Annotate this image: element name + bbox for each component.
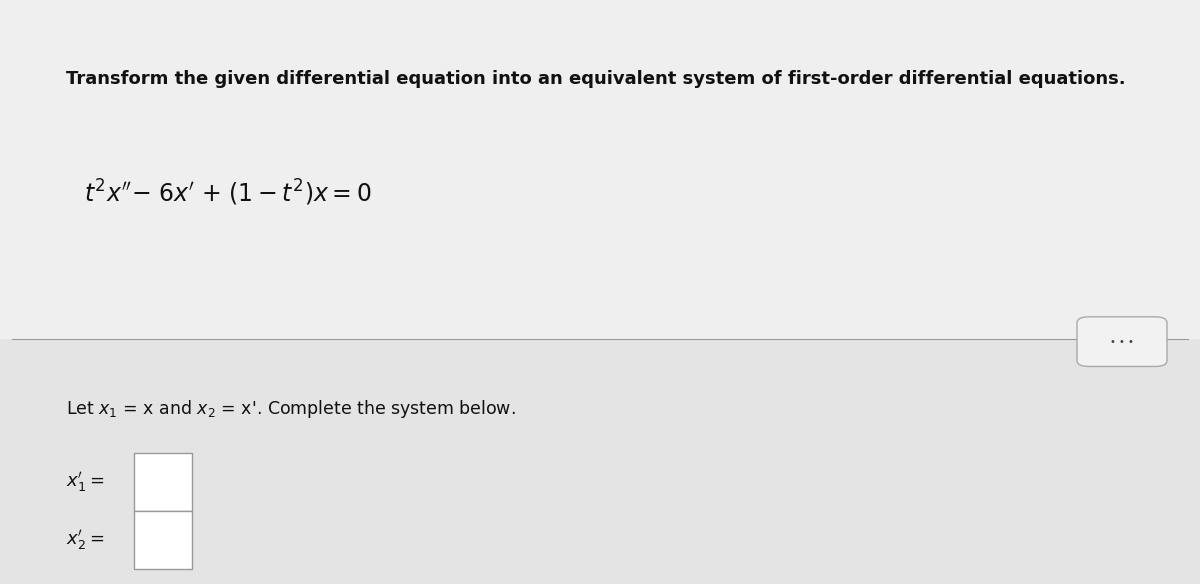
- Bar: [0, 339, 1200, 584]
- Text: $x_1' =$: $x_1' =$: [66, 470, 104, 494]
- Text: Transform the given differential equation into an equivalent system of first-ord: Transform the given differential equatio…: [66, 70, 1126, 88]
- Text: $x_2' =$: $x_2' =$: [66, 528, 104, 552]
- Text: Let $x_1$ = x and $x_2$ = x'. Complete the system below.: Let $x_1$ = x and $x_2$ = x'. Complete t…: [66, 398, 516, 420]
- Text: • • •: • • •: [1110, 336, 1134, 347]
- Bar: [0, 0, 1200, 339]
- Text: $t^2$$x''$$-$ $6x'$ $+$ $\left(1-t^2\right)x=0$: $t^2$$x''$$-$ $6x'$ $+$ $\left(1-t^2\rig…: [84, 178, 372, 208]
- FancyBboxPatch shape: [1078, 317, 1166, 367]
- FancyBboxPatch shape: [134, 453, 192, 511]
- FancyBboxPatch shape: [134, 511, 192, 569]
